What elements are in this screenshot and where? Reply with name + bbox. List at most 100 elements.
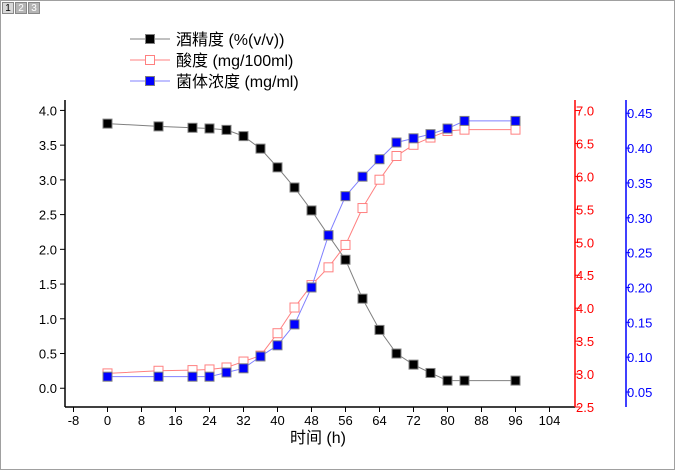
right-y-tick-label-biomass: 0.45 [627, 106, 652, 121]
layer-tab-2[interactable]: 2 [15, 2, 27, 14]
data-point [272, 162, 283, 173]
data-point [289, 319, 300, 330]
data-point [408, 359, 419, 370]
layer-tabs: 1 2 3 [2, 2, 40, 14]
data-point [204, 371, 215, 382]
legend-marker [145, 34, 155, 44]
left-y-tick-label: 2.0 [39, 242, 57, 257]
left-y-tick-label: 1.0 [39, 312, 57, 327]
series-2 [102, 115, 521, 382]
data-point [357, 293, 368, 304]
x-tick-label: 88 [474, 413, 488, 428]
right-y-tick-label-acidity: 5.0 [576, 235, 594, 250]
legend: 酒精度 (%(v/v)) 酸度 (mg/100ml) 菌体浓度 (mg/ml) [130, 31, 299, 91]
legend-label: 酒精度 (%(v/v)) [176, 31, 284, 49]
data-point [102, 371, 113, 382]
data-point [306, 205, 317, 216]
legend-label: 菌体浓度 (mg/ml) [176, 73, 299, 91]
x-tick-label: 64 [372, 413, 386, 428]
data-point [255, 143, 266, 154]
x-tick-label: 80 [440, 413, 454, 428]
data-point [221, 124, 232, 135]
legend-item: 菌体浓度 (mg/ml) [130, 73, 299, 91]
x-tick-label: 0 [104, 413, 111, 428]
data-point [510, 115, 521, 126]
data-point [408, 133, 419, 144]
data-point [238, 363, 249, 374]
left-y-tick-label: 0.0 [39, 381, 57, 396]
series-1 [102, 124, 521, 379]
right-y-tick-label-acidity: 5.5 [576, 202, 594, 217]
data-point [238, 131, 249, 142]
right-y-tick-label-biomass: 0.35 [627, 176, 652, 191]
right-y-tick-label-biomass: 0.15 [627, 315, 652, 330]
data-point [374, 154, 385, 165]
legend-marker [145, 76, 155, 86]
right-y-tick-label-acidity: 6.5 [576, 136, 594, 151]
data-point [323, 262, 334, 273]
x-tick-label: 32 [236, 413, 250, 428]
left-y-tick-label: 2.5 [39, 208, 57, 223]
data-point [459, 115, 470, 126]
x-tick-label: -8 [68, 413, 80, 428]
data-point [153, 371, 164, 382]
data-point [374, 174, 385, 185]
x-axis-label: 时间 (h) [290, 429, 346, 447]
data-point [289, 182, 300, 193]
data-point [459, 375, 470, 386]
left-y-tick-label: 3.0 [39, 173, 57, 188]
data-point [459, 124, 470, 135]
x-tick-label: 104 [539, 413, 561, 428]
data-point [357, 171, 368, 182]
x-tick-label: 24 [202, 413, 216, 428]
right-y-tick-label-acidity: 6.0 [576, 169, 594, 184]
x-tick-label: 40 [270, 413, 284, 428]
series-line [107, 120, 516, 378]
data-point [510, 124, 521, 135]
data-point [272, 340, 283, 351]
data-point [204, 123, 215, 134]
right-y-tick-label-biomass: 0.05 [627, 385, 652, 400]
data-point [255, 351, 266, 362]
layer-tab-3[interactable]: 3 [28, 2, 40, 14]
series-0 [102, 118, 521, 386]
data-point [442, 375, 453, 386]
data-point [221, 367, 232, 378]
data-point [391, 137, 402, 148]
x-tick-label: 8 [138, 413, 145, 428]
data-point [187, 371, 198, 382]
right-y-tick-label-acidity: 4.0 [576, 301, 594, 316]
data-point [340, 254, 351, 265]
data-point [357, 203, 368, 214]
x-tick-label: 96 [508, 413, 522, 428]
right-y-tick-label-acidity: 3.0 [576, 367, 594, 382]
data-point [442, 123, 453, 134]
legend-item: 酒精度 (%(v/v)) [130, 31, 284, 49]
right-y-tick-label-acidity: 4.5 [576, 268, 594, 283]
data-point [102, 118, 113, 129]
data-point [510, 375, 521, 386]
data-point [306, 282, 317, 293]
data-point [391, 150, 402, 161]
data-point [340, 239, 351, 250]
x-tick-label: 56 [338, 413, 352, 428]
left-y-tick-label: 4.0 [39, 103, 57, 118]
series-line [107, 129, 516, 374]
data-point [425, 129, 436, 140]
right-y-tick-label-biomass: 0.30 [627, 211, 652, 226]
left-y-tick-label: 3.5 [39, 138, 57, 153]
x-tick-label: 16 [168, 413, 182, 428]
data-point [391, 348, 402, 359]
data-point [323, 230, 334, 241]
right-y-tick-label-biomass: 0.40 [627, 141, 652, 156]
layer-tab-1[interactable]: 1 [2, 2, 14, 14]
right-y-tick-label-acidity: 7.0 [576, 104, 594, 119]
data-point [340, 191, 351, 202]
data-point [374, 324, 385, 335]
right-y-tick-label-acidity: 3.5 [576, 334, 594, 349]
data-point [272, 328, 283, 339]
data-point [425, 367, 436, 378]
right-y-tick-label-acidity: 2.5 [576, 400, 594, 415]
